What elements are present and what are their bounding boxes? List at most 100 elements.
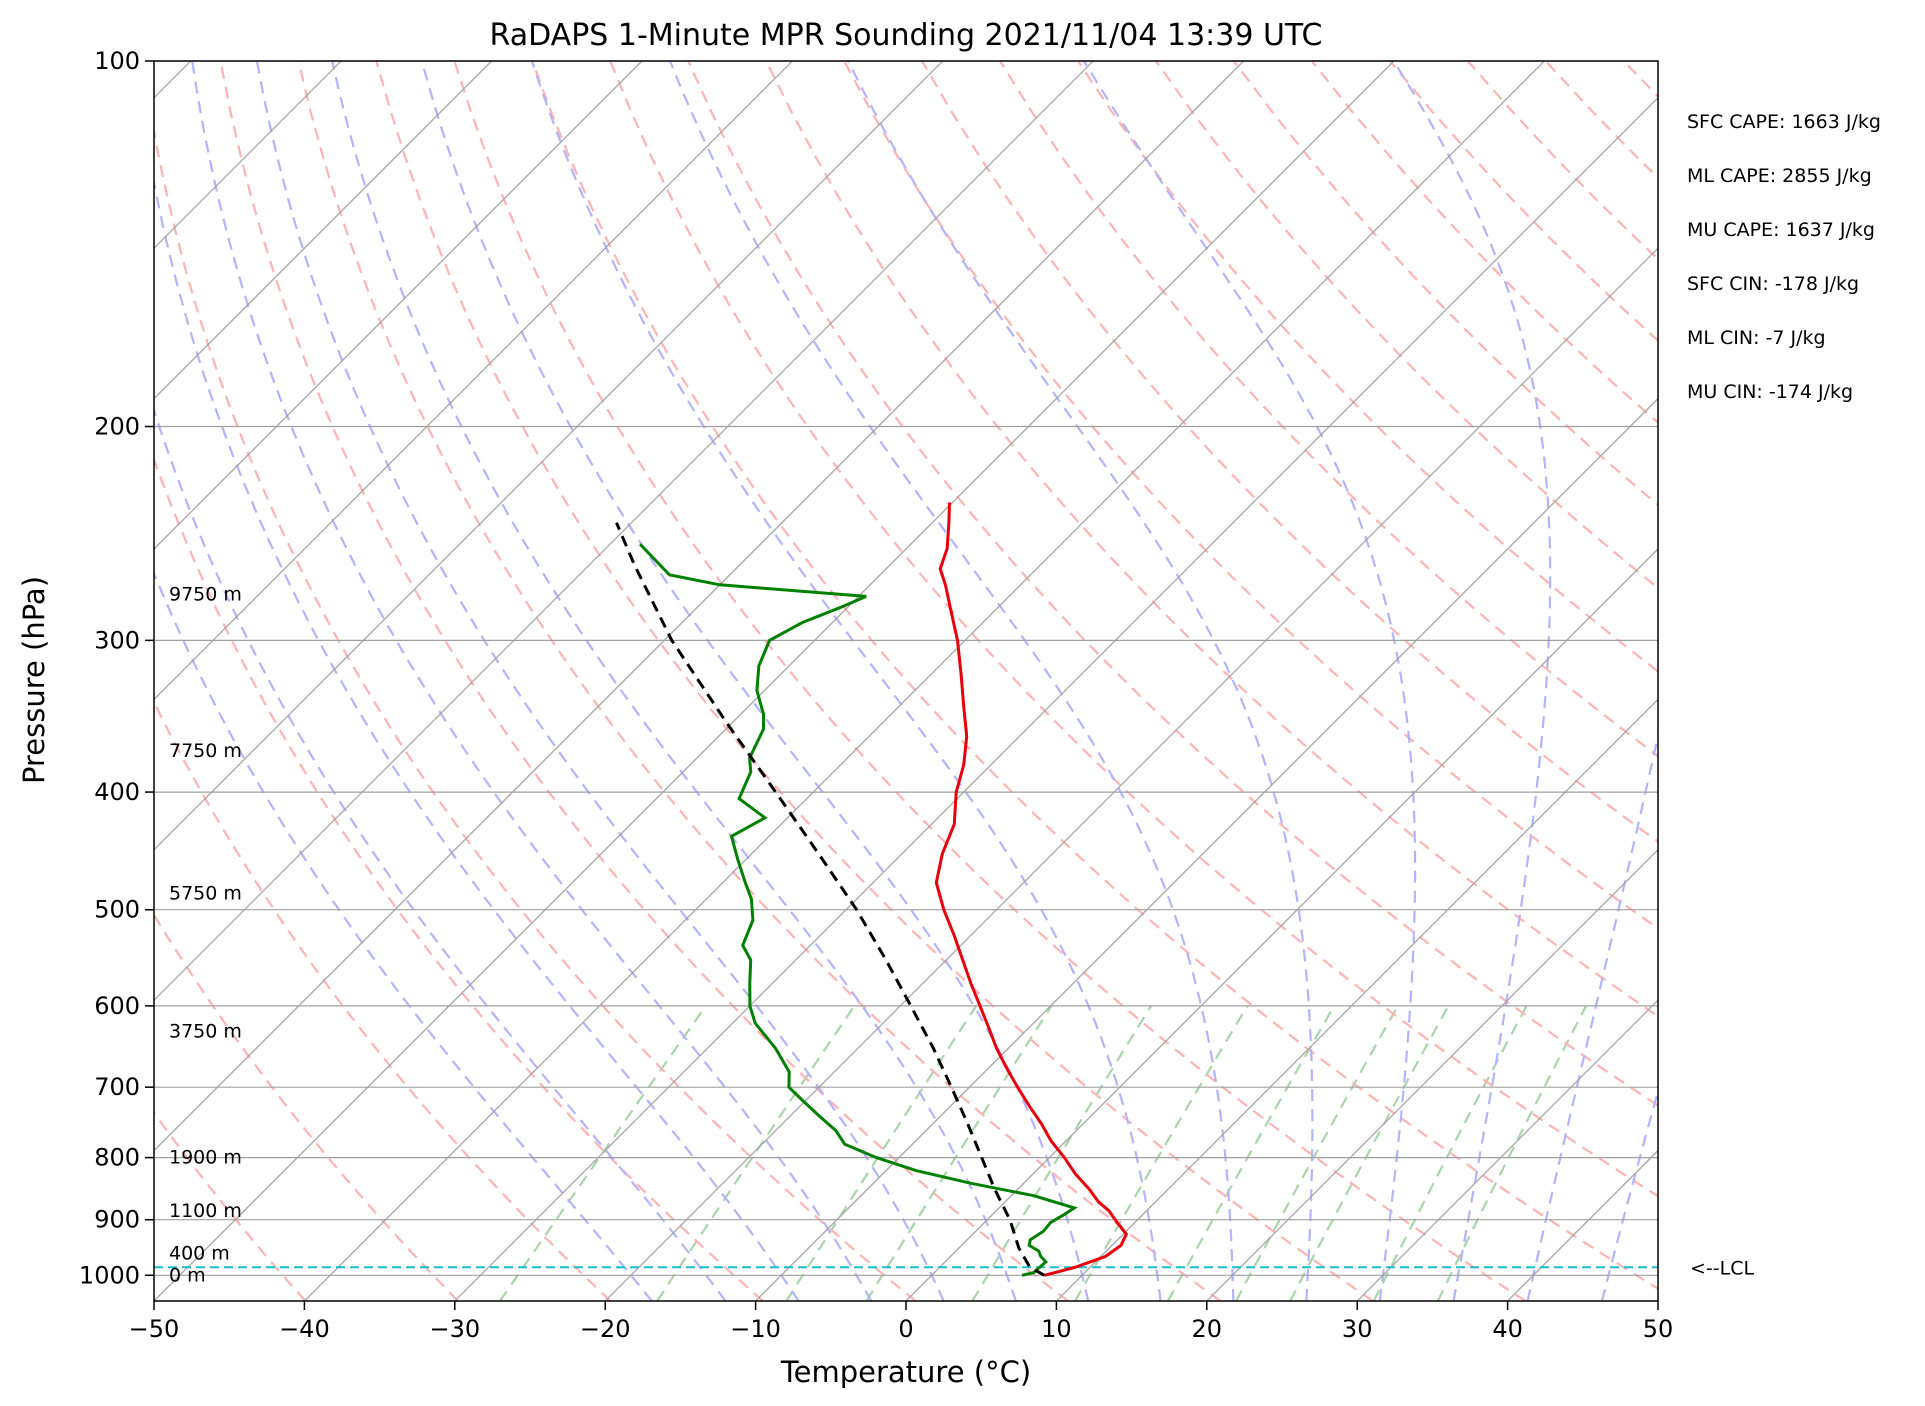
x-tick-label: −20 bbox=[580, 1315, 631, 1343]
x-tick-label: 50 bbox=[1643, 1315, 1674, 1343]
x-tick-label: 40 bbox=[1492, 1315, 1523, 1343]
height-label: 3750 m bbox=[169, 1021, 242, 1043]
x-axis-label: Temperature (°C) bbox=[780, 1355, 1031, 1389]
height-label: 9750 m bbox=[169, 583, 242, 605]
moist-adiabat bbox=[1392, 61, 1552, 1301]
dry-adiabat bbox=[1311, 61, 1658, 424]
dry-adiabat bbox=[999, 61, 1658, 758]
dry-adiabat bbox=[219, 61, 1069, 1301]
isotherm bbox=[1657, 1300, 1658, 1301]
moist-adiabat bbox=[847, 61, 1314, 1301]
dry-adiabat bbox=[609, 61, 1658, 1198]
x-tick-label: 0 bbox=[898, 1315, 913, 1343]
moist-adiabat bbox=[1677, 61, 1925, 1301]
stat-line: MU CAPE: 1637 J/kg bbox=[1687, 219, 1875, 241]
moist-adiabat bbox=[154, 406, 727, 1301]
stat-line: ML CAPE: 2855 J/kg bbox=[1687, 165, 1872, 187]
dry-adiabat bbox=[531, 61, 1658, 1291]
mixing-ratio-line bbox=[1436, 1005, 1588, 1301]
y-tick-label: 1000 bbox=[79, 1261, 140, 1289]
y-tick-label: 400 bbox=[94, 778, 140, 806]
dry-adiabat bbox=[297, 61, 1222, 1301]
y-axis-ticks: 100 200 300 400 500 600 700 800 900 1000 bbox=[79, 47, 154, 1289]
y-tick-label: 500 bbox=[94, 896, 140, 924]
mixing-ratio-line bbox=[865, 1005, 1053, 1301]
dry-adiabat bbox=[1544, 61, 1658, 180]
dry-adiabats bbox=[154, 61, 1658, 1301]
isotherm bbox=[303, 61, 1545, 1301]
isotherm bbox=[755, 397, 1658, 1301]
mixing-ratio-line bbox=[971, 1005, 1153, 1301]
dry-adiabat bbox=[154, 125, 917, 1301]
dry-adiabat bbox=[921, 61, 1658, 844]
isotherm bbox=[604, 247, 1658, 1301]
y-tick-label: 800 bbox=[94, 1144, 140, 1172]
isobar-gridlines bbox=[154, 61, 1658, 1276]
moist-adiabat bbox=[255, 61, 945, 1301]
mixing-ratio-line bbox=[1166, 1005, 1336, 1301]
moist-adiabat bbox=[331, 61, 1017, 1301]
plot-area bbox=[154, 61, 1925, 1301]
x-tick-label: 30 bbox=[1342, 1315, 1373, 1343]
x-tick-label: 10 bbox=[1041, 1315, 1072, 1343]
mixing-ratio-line bbox=[1372, 1005, 1528, 1301]
dry-adiabat bbox=[765, 61, 1658, 1018]
moist-adiabat bbox=[191, 61, 873, 1301]
isotherm bbox=[154, 61, 342, 250]
moist-adiabat bbox=[1082, 61, 1417, 1301]
height-label: 1100 m bbox=[169, 1200, 242, 1222]
moist-adiabat bbox=[154, 176, 800, 1301]
moist-adiabat bbox=[530, 61, 1162, 1301]
isotherm bbox=[454, 96, 1658, 1301]
y-tick-label: 700 bbox=[94, 1073, 140, 1101]
mixing-ratio-line bbox=[1289, 1005, 1450, 1301]
moist-adiabat bbox=[1600, 1087, 1658, 1301]
x-tick-label: −30 bbox=[429, 1315, 480, 1343]
isotherm bbox=[154, 61, 793, 701]
dry-adiabat bbox=[687, 61, 1658, 1107]
y-tick-label: 600 bbox=[94, 992, 140, 1020]
sounding-series bbox=[615, 502, 1129, 1277]
temperature-line bbox=[934, 502, 1129, 1277]
dry-adiabat bbox=[843, 61, 1658, 930]
moist-adiabat bbox=[154, 570, 653, 1301]
isotherm bbox=[154, 61, 944, 851]
isotherm bbox=[1206, 848, 1658, 1301]
parcel-profile-line bbox=[615, 522, 1046, 1277]
height-label: 0 m bbox=[169, 1264, 206, 1286]
moist-adiabat bbox=[1526, 730, 1658, 1301]
stat-line: SFC CIN: -178 J/kg bbox=[1687, 273, 1859, 295]
moist-adiabat bbox=[420, 61, 1090, 1301]
isotherm bbox=[905, 548, 1658, 1301]
dry-adiabat bbox=[1622, 61, 1658, 99]
isotherms bbox=[154, 61, 1658, 1301]
moist-adiabats bbox=[154, 61, 1925, 1301]
mixing-ratio-line bbox=[785, 1005, 978, 1301]
isotherm bbox=[1356, 999, 1658, 1301]
isotherm bbox=[154, 61, 1245, 1152]
mixing-ratio-line bbox=[1235, 1005, 1399, 1301]
y-tick-label: 200 bbox=[94, 413, 140, 441]
dry-adiabat bbox=[154, 699, 612, 1301]
height-label: 400 m bbox=[169, 1243, 230, 1265]
stats-panel: SFC CAPE: 1663 J/kg ML CAPE: 2855 J/kg MU … bbox=[1687, 111, 1881, 403]
x-tick-label: −10 bbox=[730, 1315, 781, 1343]
height-label: 1900 m bbox=[169, 1147, 242, 1169]
y-tick-label: 900 bbox=[94, 1206, 140, 1234]
dry-adiabat bbox=[1155, 61, 1658, 590]
mixing-ratio-line bbox=[1074, 1005, 1249, 1301]
x-tick-label: 20 bbox=[1192, 1315, 1223, 1343]
moist-adiabat bbox=[668, 61, 1235, 1301]
stat-line: SFC CAPE: 1663 J/kg bbox=[1687, 111, 1881, 133]
isotherm bbox=[154, 61, 1094, 1002]
y-axis-label: Pressure (hPa) bbox=[17, 576, 51, 784]
height-label: 7750 m bbox=[169, 740, 242, 762]
dry-adiabat bbox=[375, 61, 1374, 1301]
dry-adiabat bbox=[154, 456, 764, 1301]
mixing-ratio-line bbox=[656, 1005, 856, 1301]
mixing-ratio-lines bbox=[498, 1005, 1588, 1301]
x-tick-label: −40 bbox=[279, 1315, 330, 1343]
isotherm bbox=[154, 61, 643, 550]
